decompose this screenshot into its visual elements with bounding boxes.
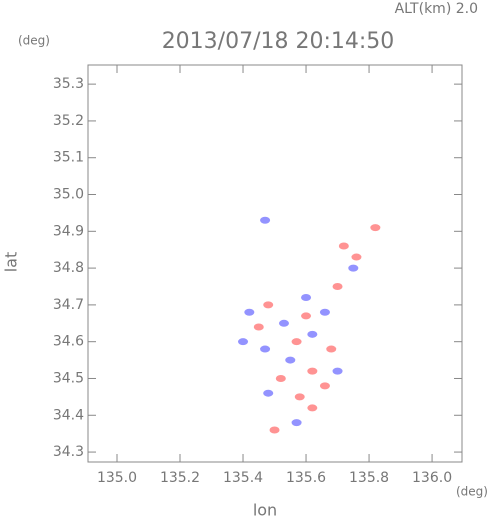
echo-point <box>263 301 274 309</box>
y-tick-label: 35.0 <box>53 187 84 203</box>
echo-point <box>351 253 362 261</box>
echo-point <box>326 345 337 353</box>
echo-point <box>319 382 330 390</box>
y-tick-label: 34.5 <box>53 370 84 386</box>
y-tick-label: 35.2 <box>53 113 84 129</box>
echo-point <box>307 367 318 375</box>
y-tick-label: 34.6 <box>53 334 84 350</box>
y-tick-label: 34.7 <box>53 297 84 313</box>
echo-point <box>294 393 305 401</box>
y-axis-label: lat <box>2 252 21 273</box>
echo-point <box>275 374 286 382</box>
y-tick-label: 35.3 <box>53 76 84 92</box>
echo-point <box>244 308 255 316</box>
x-tick-label: 135.4 <box>223 470 263 486</box>
x-tick-label: 136.0 <box>412 470 452 486</box>
echo-point <box>285 356 296 364</box>
y-tick-label: 34.8 <box>53 260 84 276</box>
x-tick-label: 135.6 <box>286 470 326 486</box>
altitude-label: ALT(km) 2.0 <box>395 1 478 17</box>
echo-point <box>348 264 359 272</box>
y-tick-label: 34.9 <box>53 223 84 239</box>
echo-point <box>319 308 330 316</box>
echo-point <box>338 242 349 250</box>
echo-point <box>301 312 312 320</box>
echo-point <box>370 224 381 232</box>
echo-point <box>332 367 343 375</box>
echo-point <box>307 404 318 412</box>
echo-point <box>238 338 249 346</box>
x-tick-label: 135.8 <box>349 470 389 486</box>
plot-frame <box>87 64 463 463</box>
y-tick-label: 35.1 <box>53 150 84 166</box>
echo-point <box>263 389 274 397</box>
echo-point <box>269 426 280 434</box>
echo-point <box>260 216 271 224</box>
x-tick-label: 135.2 <box>160 470 200 486</box>
x-tick-label: 135.0 <box>97 470 137 486</box>
x-unit: (deg) <box>456 485 488 499</box>
echo-point <box>253 323 264 331</box>
echo-point <box>307 330 318 338</box>
echo-point <box>332 282 343 290</box>
echo-point <box>291 338 302 346</box>
y-tick-label: 34.3 <box>53 444 84 460</box>
y-unit: (deg) <box>18 34 50 48</box>
y-tick-label: 34.4 <box>53 407 84 423</box>
echo-point <box>291 419 302 427</box>
chart-title: 2013/07/18 20:14:50 <box>162 29 395 54</box>
echo-point <box>278 319 289 327</box>
echo-point <box>301 294 312 302</box>
x-axis-label: lon <box>253 501 277 520</box>
echo-point <box>260 345 271 353</box>
